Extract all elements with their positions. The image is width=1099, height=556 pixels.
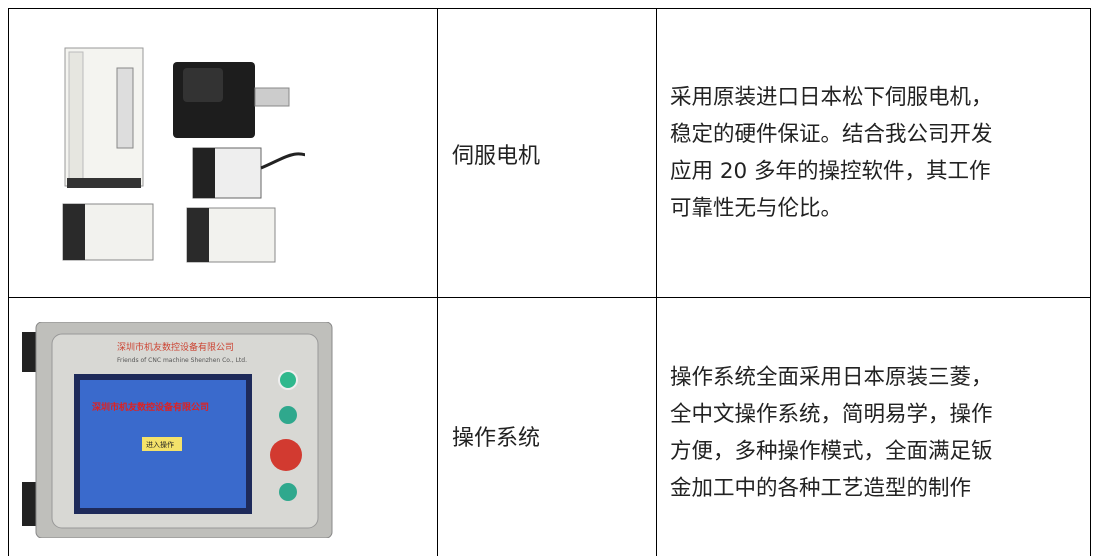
table-border (8, 8, 9, 556)
row-description: 操作系统全面采用日本原装三菱， 全中文操作系统，简明易学，操作 方便，多种操作模式，… (670, 359, 1090, 507)
description-line: 方便，多种操作模式，全面满足钣 (670, 439, 993, 464)
row-name: 操作系统 (452, 426, 541, 451)
row-name: 伺服电机 (452, 144, 541, 169)
servo-image (62, 47, 305, 263)
panel-image: 深圳市机友数控设备有限公司 Friends of CNC machine She… (22, 322, 333, 538)
table-border (656, 8, 657, 556)
description-line: 金加工中的各种工艺造型的制作 (670, 476, 972, 501)
description-line: 可靠性无与伦比。 (670, 196, 843, 221)
panel-button: 进入操作 (146, 440, 174, 449)
description-line: 操作系统全面采用日本原装三菱， (670, 365, 993, 390)
description-line: 采用原装进口日本松下伺服电机， (670, 85, 993, 110)
table-border (1090, 8, 1091, 556)
table-border (8, 297, 1091, 298)
table-border (8, 8, 1091, 9)
table-border (437, 8, 438, 556)
description-line: 稳定的硬件保证。结合我公司开发 (670, 122, 993, 147)
panel-screen-title: 深圳市机友数控设备有限公司 (92, 401, 209, 413)
description-line: 全中文操作系统，简明易学，操作 (670, 402, 993, 427)
description-line: 应用 20 多年的操控软件，其工作 (670, 159, 991, 184)
panel-company-en: Friends of CNC machine Shenzhen Co., Ltd… (117, 357, 247, 364)
row-description: 采用原装进口日本松下伺服电机， 稳定的硬件保证。结合我公司开发 应用 20 多年的操… (670, 79, 1090, 227)
panel-company: 深圳市机友数控设备有限公司 (117, 341, 234, 353)
